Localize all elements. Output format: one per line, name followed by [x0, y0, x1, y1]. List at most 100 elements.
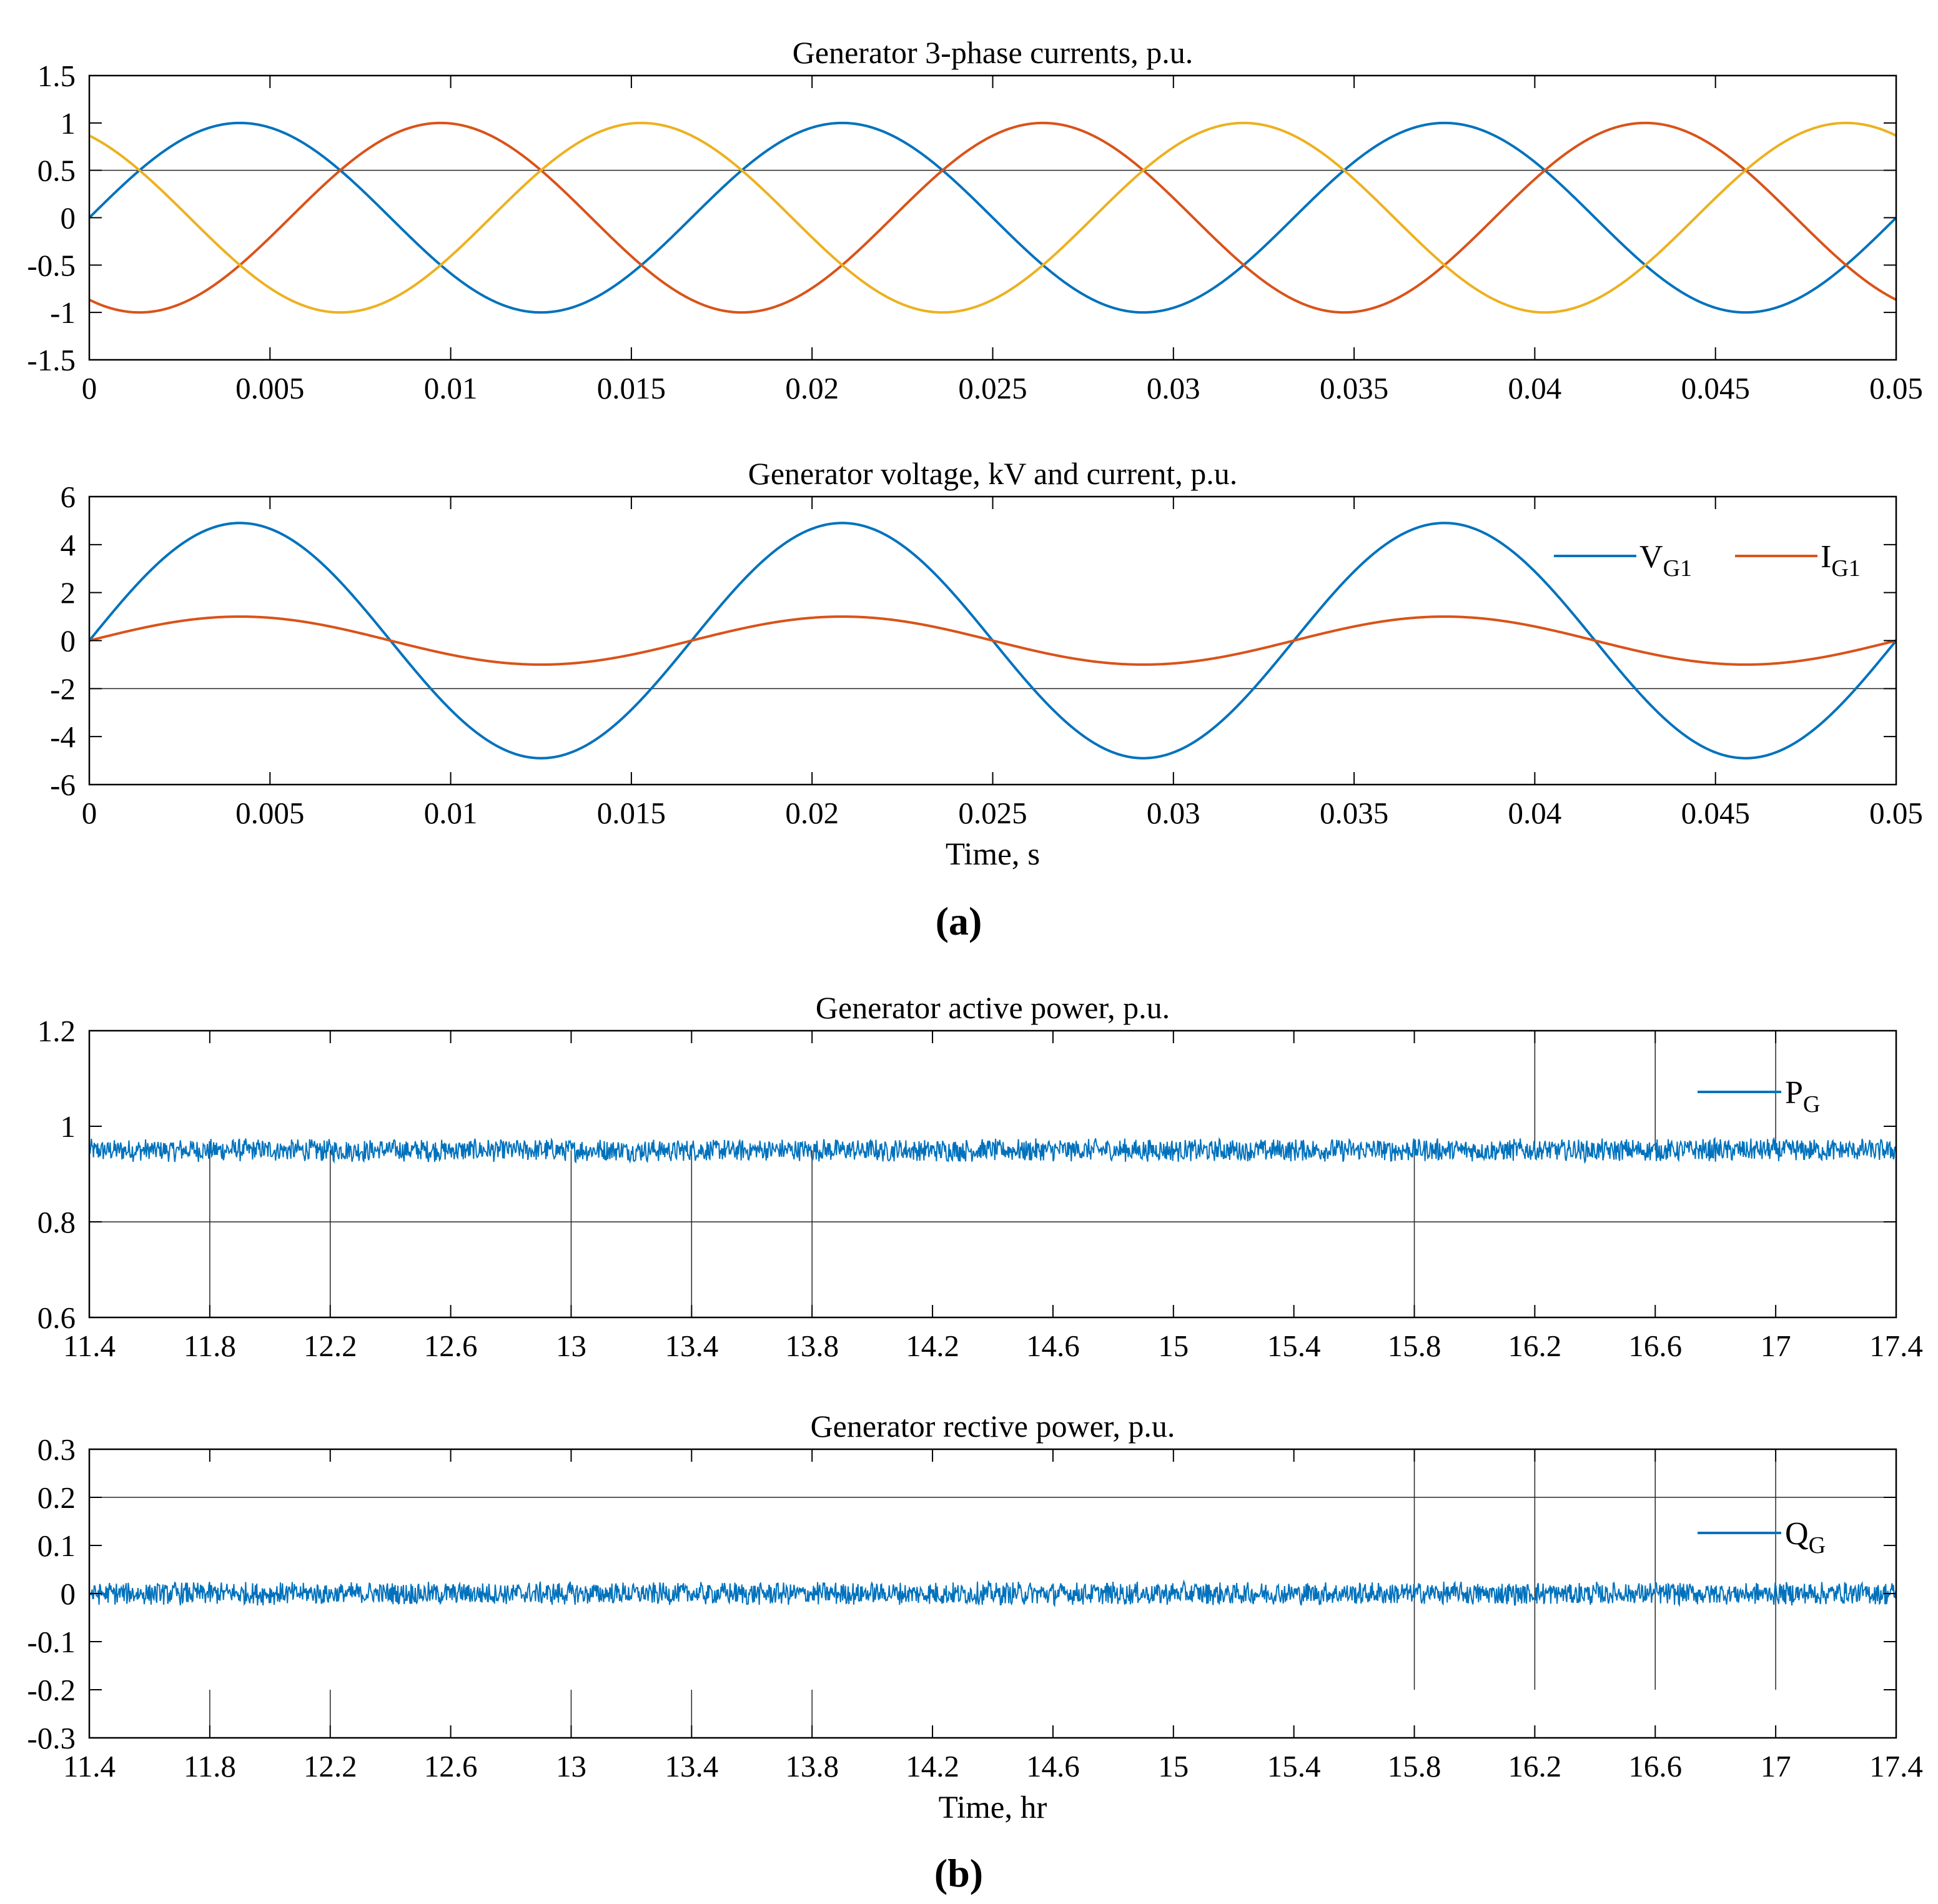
chart-1: Generator 3-phase currents, p.u. 0 0.005 0.… — [27, 35, 1922, 405]
y-tick-label: 1 — [61, 106, 76, 141]
x-tick-label: 15.8 — [1388, 1749, 1441, 1783]
x-tick-label: 12.2 — [304, 1749, 357, 1783]
plot-area — [89, 121, 1896, 314]
x-tick-label: 15.4 — [1267, 1749, 1321, 1783]
series-line-phase-c — [89, 121, 1896, 314]
x-tick-label: 17 — [1761, 1749, 1791, 1783]
x-tick-label: 0.045 — [1681, 796, 1750, 830]
plot-area — [89, 522, 1896, 760]
x-tick-label: 14.2 — [906, 1329, 959, 1363]
y-tick-label: 1 — [61, 1109, 76, 1144]
x-tick-label: 12.6 — [424, 1329, 478, 1363]
y-tick-label: -0.2 — [27, 1673, 76, 1707]
y-tick-label: 0 — [61, 624, 76, 658]
x-tick-label: 0.03 — [1147, 371, 1200, 405]
charts-group: Generator 3-phase currents, p.u. 0 0.005 0.… — [27, 35, 1922, 1825]
x-tick-label: 11.4 — [63, 1329, 116, 1363]
x-tick-label: 11.8 — [184, 1749, 236, 1783]
y-tick-label: 0 — [61, 1577, 76, 1611]
y-tick-label: -1.5 — [27, 343, 76, 377]
x-tick-label: 14.6 — [1026, 1749, 1080, 1783]
x-tick-label: 11.8 — [184, 1329, 236, 1363]
x-axis-label: Time, hr — [939, 1790, 1047, 1825]
chart-3: Generator active power, p.u. 11.4 11.8 12.2… — [37, 990, 1923, 1363]
y-tick-label: 0 — [61, 201, 76, 236]
series-line-phase-b — [89, 121, 1896, 314]
y-tick-label: -4 — [50, 720, 76, 754]
x-tick-label: 0.005 — [235, 796, 304, 830]
x-tick-label: 0.05 — [1869, 796, 1923, 830]
y-tick-label: 0.1 — [37, 1529, 76, 1563]
y-tick-label: -1 — [50, 295, 76, 330]
x-tick-label: 0.02 — [785, 371, 839, 405]
chart-title: Generator rective power, p.u. — [811, 1409, 1175, 1444]
x-tick-label: 15.8 — [1388, 1329, 1441, 1363]
x-tick-label: 0.03 — [1147, 796, 1200, 830]
x-tick-label: 0.02 — [785, 796, 839, 830]
x-tick-label: 15.4 — [1267, 1329, 1321, 1363]
y-tick-label: 1.2 — [37, 1014, 76, 1048]
panel-label-a: (a) — [936, 899, 982, 943]
chart-title: Generator voltage, kV and current, p.u. — [748, 456, 1238, 491]
y-tick-label: -0.5 — [27, 248, 76, 282]
series-line-i — [89, 615, 1896, 666]
x-tick-label: 0.025 — [958, 371, 1027, 405]
x-tick-label: 13.4 — [665, 1749, 718, 1783]
panel-label-b: (b) — [934, 1851, 983, 1895]
x-tick-label: 15 — [1158, 1749, 1189, 1783]
chart-title: Generator active power, p.u. — [816, 990, 1170, 1025]
x-tick-label: 0.025 — [958, 796, 1027, 830]
x-tick-label: 14.6 — [1026, 1329, 1080, 1363]
y-tick-label: -6 — [50, 768, 76, 802]
legend-label: QG — [1785, 1516, 1826, 1559]
x-tick-label: 0 — [82, 796, 97, 830]
x-tick-label: 0.04 — [1508, 796, 1562, 830]
chart-title: Generator 3-phase currents, p.u. — [793, 35, 1193, 70]
y-tick-label: -0.3 — [27, 1721, 76, 1755]
y-tick-label: 0.3 — [37, 1432, 76, 1467]
x-tick-label: 0.01 — [424, 371, 478, 405]
legend: VG1 IG1 — [1554, 539, 1861, 582]
x-tick-label: 11.4 — [63, 1749, 116, 1783]
x-tick-label: 17.4 — [1869, 1749, 1923, 1783]
x-tick-label: 0.05 — [1869, 371, 1923, 405]
y-tick-label: 2 — [61, 576, 76, 610]
series-line-p — [89, 1136, 1896, 1164]
y-tick-label: 0.8 — [37, 1205, 76, 1239]
x-tick-label: 13.8 — [785, 1749, 839, 1783]
legend: QG — [1698, 1516, 1826, 1559]
x-tick-label: 13.4 — [665, 1329, 718, 1363]
x-tick-label: 14.2 — [906, 1749, 959, 1783]
x-tick-label: 13.8 — [785, 1329, 839, 1363]
series-line-q — [89, 1579, 1896, 1608]
y-tick-label: 0.5 — [37, 154, 76, 188]
x-tick-label: 17 — [1761, 1329, 1791, 1363]
axes-box — [88, 1029, 1897, 1319]
y-tick-label: 6 — [61, 480, 76, 514]
x-tick-label: 13 — [556, 1749, 586, 1783]
x-tick-label: 16.6 — [1628, 1749, 1682, 1783]
series-line-phase-a — [89, 121, 1896, 314]
x-tick-label: 12.6 — [424, 1749, 478, 1783]
x-tick-label: 12.2 — [304, 1329, 357, 1363]
chart-4: Generator rective power, p.u. 11.4 11.8 12.… — [27, 1409, 1922, 1825]
plot-area — [89, 1136, 1896, 1164]
y-tick-label: 0.2 — [37, 1480, 76, 1515]
x-tick-label: 0.04 — [1508, 371, 1562, 405]
x-tick-label: 0 — [82, 371, 97, 405]
y-tick-label: 1.5 — [37, 59, 76, 93]
x-tick-label: 16.6 — [1628, 1329, 1682, 1363]
chart-2: Generator voltage, kV and current, p.u. 0… — [50, 456, 1923, 872]
x-tick-label: 13 — [556, 1329, 586, 1363]
x-axis-label: Time, s — [946, 837, 1040, 872]
x-tick-label: 16.2 — [1508, 1329, 1562, 1363]
x-tick-label: 0.035 — [1320, 371, 1388, 405]
x-tick-label: 16.2 — [1508, 1749, 1562, 1783]
x-tick-label: 15 — [1158, 1329, 1189, 1363]
x-tick-label: 0.015 — [597, 371, 666, 405]
y-tick-label: 0.6 — [37, 1301, 76, 1335]
y-tick-label: -0.1 — [27, 1625, 76, 1659]
x-tick-label: 0.035 — [1320, 796, 1388, 830]
plot-area — [89, 1579, 1896, 1608]
